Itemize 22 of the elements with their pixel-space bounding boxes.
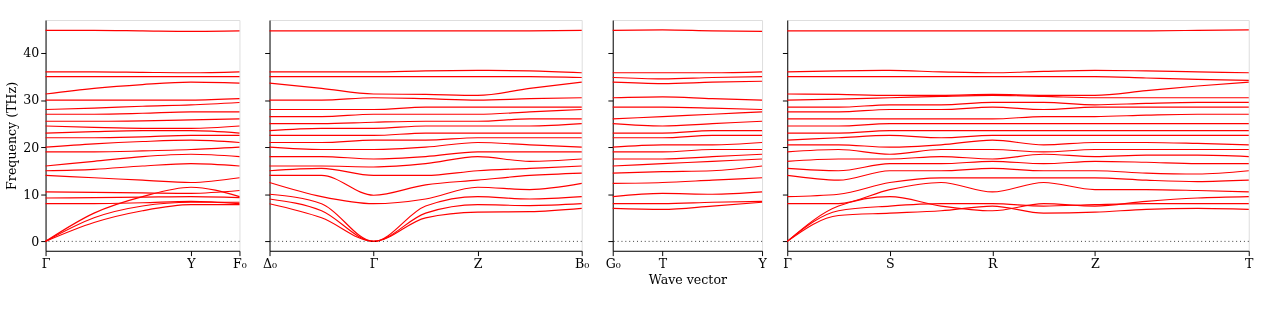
x-tick-label: Y xyxy=(757,255,768,271)
x-tick-label: Δ₀ xyxy=(262,255,278,271)
x-tick-label: Z xyxy=(1091,255,1101,271)
x-tick-label: G₀ xyxy=(605,255,621,271)
x-tick-label: S xyxy=(885,255,895,271)
x-tick-label: R xyxy=(988,255,999,271)
x-axis-title: Wave vector xyxy=(648,272,728,288)
x-tick-label: T xyxy=(658,255,668,271)
x-tick-label: Y xyxy=(186,255,197,271)
y-tick-label: 40 xyxy=(23,45,40,61)
x-tick-label: Γ xyxy=(369,255,379,271)
x-tick-label: Γ xyxy=(41,255,51,271)
y-tick-label: 30 xyxy=(23,92,40,108)
y-tick-label: 20 xyxy=(23,139,40,155)
x-tick-label: B₀ xyxy=(575,255,590,271)
x-tick-label: Γ xyxy=(783,255,793,271)
x-tick-label: Z xyxy=(473,255,483,271)
x-tick-label: T xyxy=(1245,255,1255,271)
y-axis-title: Frequency (THz) xyxy=(4,81,20,190)
y-tick-label: 0 xyxy=(31,233,40,249)
x-tick-label: F₀ xyxy=(233,255,247,271)
y-tick-label: 10 xyxy=(23,186,40,202)
